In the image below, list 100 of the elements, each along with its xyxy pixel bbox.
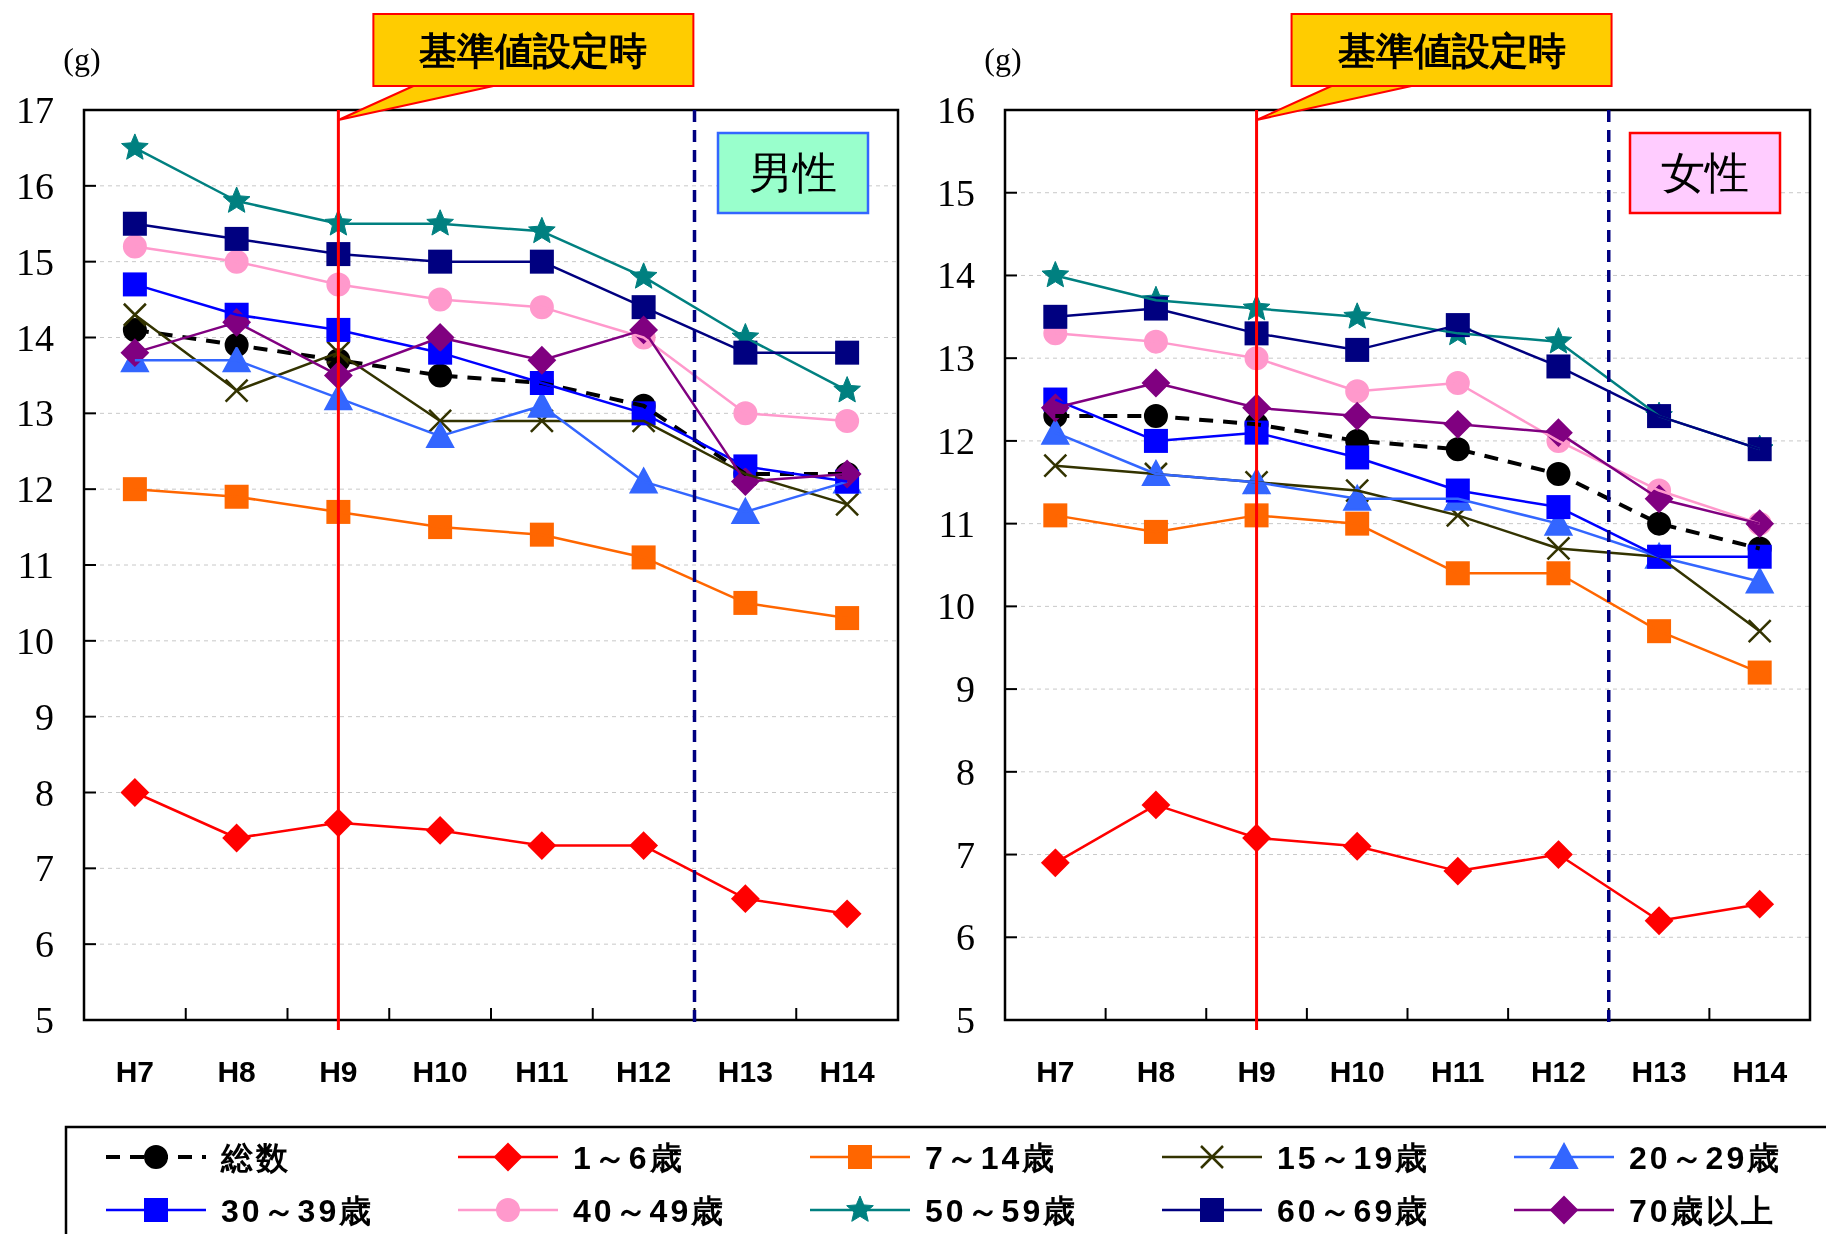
point — [1043, 453, 1068, 478]
point — [835, 340, 860, 365]
x-tick-label: H11 — [515, 1055, 569, 1088]
point — [529, 522, 554, 547]
point — [1747, 618, 1772, 644]
point — [122, 477, 147, 502]
y-tick-label: 8 — [35, 771, 54, 814]
y-tick-label: 10 — [937, 585, 975, 628]
annotation: 女性 — [1661, 148, 1749, 197]
point — [1546, 536, 1571, 561]
point — [1345, 445, 1370, 470]
x-tick-label: H13 — [1631, 1055, 1687, 1088]
y-tick-label: 9 — [35, 695, 54, 738]
point — [1041, 848, 1070, 877]
legend-label: 1～6歳 — [573, 1140, 685, 1176]
point — [122, 234, 147, 259]
y-tick-label: 13 — [937, 337, 975, 380]
point — [427, 408, 453, 434]
legend-label: 総数 — [220, 1140, 291, 1176]
y-tick-label: 10 — [16, 619, 54, 662]
legend-label: 60～69歳 — [1277, 1193, 1431, 1229]
annotation: 男性 — [749, 148, 837, 197]
y-tick-label: 14 — [937, 254, 975, 297]
point — [122, 272, 147, 297]
y-tick-label: 9 — [956, 668, 975, 711]
ref-line-label: 基準値設定時 — [1336, 30, 1566, 72]
y-tick-label: 16 — [16, 164, 54, 207]
x-tick-label: H8 — [217, 1055, 256, 1088]
y-tick-label: 5 — [35, 999, 54, 1041]
point — [1041, 418, 1070, 445]
point — [428, 515, 453, 540]
x-tick-label: H11 — [1431, 1055, 1485, 1088]
x-tick-label: H14 — [819, 1055, 875, 1088]
y-tick-label: 14 — [16, 316, 54, 359]
point — [833, 376, 861, 403]
point — [1041, 260, 1070, 288]
y-tick-label: 15 — [937, 171, 975, 214]
point — [224, 378, 249, 403]
legend-label: 30～39歳 — [221, 1193, 375, 1229]
point — [122, 302, 148, 327]
y-tick-label: 13 — [16, 392, 54, 435]
point — [122, 211, 147, 236]
point — [835, 606, 860, 631]
point — [1745, 567, 1774, 594]
x-tick-label: H10 — [1329, 1055, 1385, 1088]
y-axis-title: (g) — [984, 41, 1022, 77]
point — [426, 209, 454, 236]
point — [1143, 428, 1168, 453]
legend-label: 7～14歳 — [925, 1140, 1058, 1176]
legend-label: 50～59歳 — [925, 1193, 1079, 1229]
point — [1043, 503, 1068, 528]
point — [1745, 890, 1774, 919]
y-tick-label: 15 — [16, 240, 54, 283]
point — [120, 778, 149, 807]
point — [222, 186, 251, 213]
y-tick-label: 17 — [16, 89, 54, 131]
point — [1343, 302, 1371, 329]
point — [629, 467, 658, 494]
y-axis-title: (g) — [63, 41, 101, 77]
x-tick-label: H7 — [115, 1055, 155, 1088]
x-tick-label: H12 — [616, 1055, 672, 1088]
x-tick-label: H13 — [717, 1055, 773, 1088]
point — [224, 484, 249, 509]
x-tick-label: H7 — [1036, 1055, 1075, 1088]
y-tick-label: 6 — [35, 923, 54, 966]
point — [835, 408, 860, 433]
x-tick-label: H12 — [1530, 1055, 1586, 1088]
y-tick-label: 12 — [937, 419, 975, 462]
x-tick-label: H14 — [1732, 1055, 1788, 1088]
legend-label: 70歳以上 — [1629, 1193, 1776, 1229]
x-tick-label: H10 — [412, 1055, 468, 1088]
y-tick-label: 12 — [16, 468, 54, 511]
point — [733, 590, 758, 615]
point — [1043, 304, 1068, 329]
legend-label: 20～29歳 — [1629, 1140, 1783, 1176]
point — [834, 492, 860, 517]
y-tick-label: 11 — [938, 502, 975, 545]
y-tick-label: 6 — [956, 916, 975, 959]
legend-label: 15～19歳 — [1277, 1140, 1431, 1176]
point — [1546, 495, 1571, 520]
point — [1546, 354, 1571, 379]
y-tick-label: 5 — [956, 999, 975, 1041]
y-tick-label: 7 — [35, 847, 54, 890]
point — [121, 133, 149, 160]
y-tick-label: 8 — [956, 750, 975, 793]
ref-line-label: 基準値設定時 — [418, 30, 648, 72]
point — [1345, 337, 1370, 362]
point — [833, 899, 862, 928]
point — [631, 545, 656, 570]
x-tick-label: H9 — [1237, 1055, 1276, 1088]
x-tick-label: H8 — [1136, 1055, 1176, 1088]
y-tick-label: 11 — [17, 544, 54, 586]
point — [629, 262, 658, 289]
point — [224, 226, 249, 251]
point — [1544, 327, 1573, 354]
x-tick-label: H9 — [319, 1055, 358, 1088]
legend-label: 40～49歳 — [573, 1193, 727, 1229]
point — [528, 216, 556, 244]
point — [1747, 544, 1772, 569]
point — [1747, 660, 1772, 685]
